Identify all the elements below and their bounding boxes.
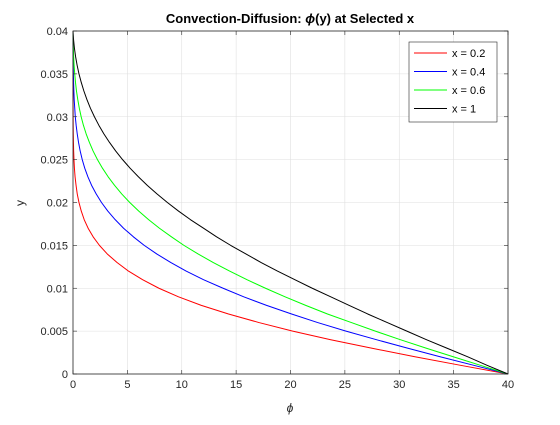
- y-tick-label: 0.015: [40, 240, 68, 252]
- y-tick-label: 0: [62, 369, 68, 381]
- chart-title: Convection-Diffusion: ϕ(y) at Selected x: [166, 11, 415, 26]
- chart-title-phi-symbol: ϕ: [305, 11, 315, 26]
- chart-title-part-1: Convection-Diffusion:: [166, 11, 305, 26]
- x-tick-label: 30: [393, 379, 405, 391]
- series-line-3: [72, 30, 509, 375]
- x-tick-label: 10: [176, 379, 188, 391]
- y-tick-label: 0.035: [40, 69, 68, 81]
- tick-labels: 0 5 10 15 20 25 30 35 40 0 0.005 0.01 0.015 0.02 0.025…: [40, 26, 514, 391]
- x-tick-label: 20: [284, 379, 296, 391]
- x-tick-label: 0: [70, 379, 76, 391]
- y-axis-label: y: [13, 200, 27, 206]
- y-tick-label: 0.005: [40, 326, 68, 338]
- legend-entry: x = 0.2: [452, 48, 485, 60]
- x-tick-label: 25: [339, 379, 351, 391]
- legend-entry: x = 0.4: [452, 67, 485, 79]
- legend: x = 0.2 x = 0.4 x = 0.6 x = 1: [408, 41, 498, 123]
- axes: [72, 30, 509, 375]
- x-tick-label: 15: [230, 379, 242, 391]
- series-line-4: [72, 30, 509, 375]
- series-line-2: [72, 30, 509, 375]
- y-tick-label: 0.04: [47, 26, 68, 38]
- y-tick-label: 0.01: [47, 283, 68, 295]
- legend-entry: x = 1: [452, 104, 476, 116]
- y-tick-label: 0.025: [40, 155, 68, 167]
- x-tick-label: 40: [502, 379, 514, 391]
- y-tick-label: 0.02: [47, 198, 68, 210]
- x-axis-label: ϕ: [287, 401, 294, 415]
- x-tick-label: 5: [124, 379, 130, 391]
- y-tick-label: 0.03: [47, 112, 68, 124]
- legend-entry: x = 0.6: [452, 85, 485, 97]
- chart-title-part-3: (y) at Selected x: [315, 11, 415, 26]
- x-tick-label: 35: [448, 379, 460, 391]
- axes-box: [72, 30, 509, 375]
